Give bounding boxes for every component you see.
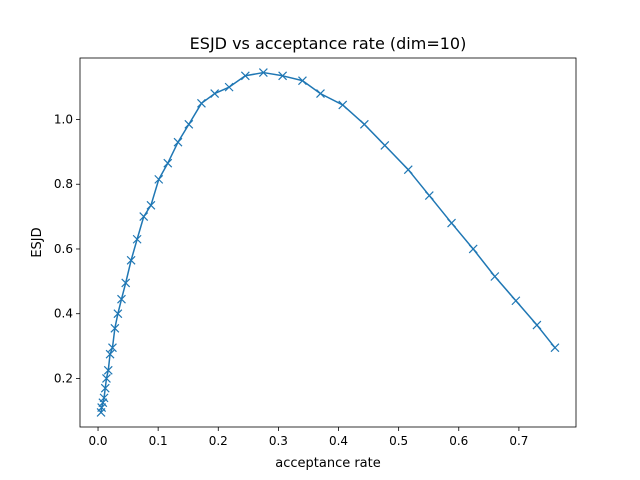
- x-axis-label: acceptance rate: [275, 456, 381, 471]
- plot-area: [80, 58, 576, 427]
- x-tick-label: 0.3: [269, 434, 288, 448]
- x-tick-label: 0.2: [209, 434, 228, 448]
- y-tick-label: 0.6: [54, 242, 73, 256]
- y-tick-label: 1.0: [54, 113, 73, 127]
- x-tick-label: 0.1: [149, 434, 168, 448]
- x-tick-label: 0.0: [88, 434, 107, 448]
- y-tick-label: 0.4: [54, 307, 73, 321]
- x-tick-label: 0.6: [449, 434, 468, 448]
- y-tick-label: 0.2: [54, 371, 73, 385]
- y-axis-label: ESJD: [30, 227, 45, 257]
- y-tick-label: 0.8: [54, 177, 73, 191]
- x-tick-label: 0.7: [509, 434, 528, 448]
- chart-title: ESJD vs acceptance rate (dim=10): [190, 34, 467, 53]
- x-tick-label: 0.4: [329, 434, 348, 448]
- x-tick-label: 0.5: [389, 434, 408, 448]
